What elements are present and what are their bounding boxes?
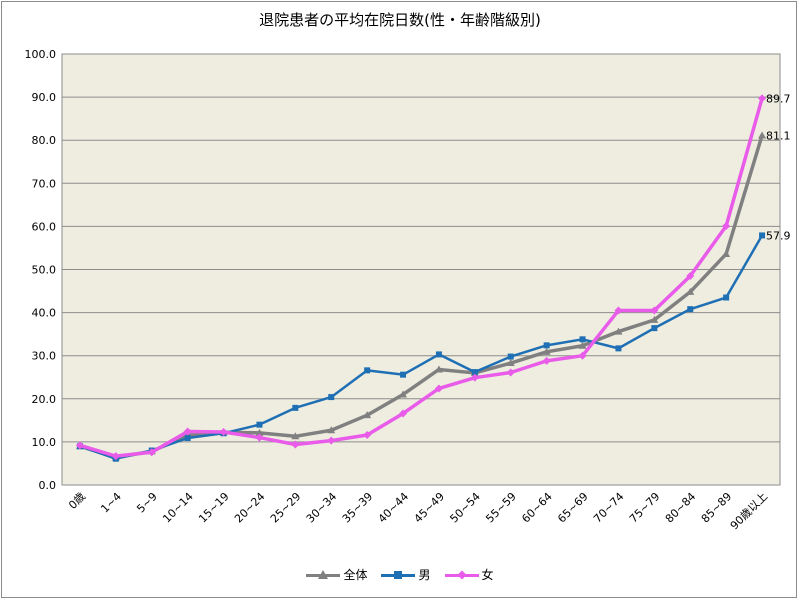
chart-legend: 全体 男 女 xyxy=(0,566,800,583)
series-0-line xyxy=(79,134,764,460)
series-0-point xyxy=(614,327,623,335)
series-0-point xyxy=(722,249,731,257)
series-2-point xyxy=(111,452,120,461)
series-2-point xyxy=(542,356,551,365)
series-1-point xyxy=(543,342,550,349)
series-2-point xyxy=(578,351,587,360)
x-tick-label: 70~74 xyxy=(591,490,627,526)
y-tick-label: 60.0 xyxy=(32,220,57,233)
series-2-point xyxy=(183,427,192,436)
series-1-point xyxy=(759,232,766,239)
series-1-point xyxy=(400,371,407,378)
series-1-end-label: 57.9 xyxy=(766,229,791,242)
series-2-point xyxy=(722,221,731,230)
y-tick-label: 0.0 xyxy=(39,479,57,492)
series-2-point xyxy=(506,368,515,377)
x-tick-label: 60~64 xyxy=(519,490,555,526)
series-2-point xyxy=(255,433,264,442)
x-tick-label: 1~4 xyxy=(98,490,124,516)
series-2-point xyxy=(219,427,228,436)
series-2-point xyxy=(75,441,84,450)
series-0-point xyxy=(650,315,659,323)
series-0-point xyxy=(255,428,264,436)
series-0-end-label: 81.1 xyxy=(766,129,791,142)
series-0-point xyxy=(506,359,515,367)
legend-item: 男 xyxy=(381,566,431,583)
legend-item: 全体 xyxy=(306,566,367,583)
y-tick-label: 30.0 xyxy=(32,350,57,363)
series-1-point xyxy=(292,404,299,411)
series-2-point xyxy=(686,271,695,280)
legend-item: 女 xyxy=(444,566,494,583)
series-1-point xyxy=(579,336,586,343)
series-1-point xyxy=(256,421,263,428)
chart-title: 退院患者の平均在院日数(性・年齢階級別) xyxy=(259,11,541,29)
x-tick-label: 45~49 xyxy=(412,490,448,526)
x-tick-label: 10~14 xyxy=(160,490,196,526)
series-2-line xyxy=(79,97,764,458)
x-tick-label: 50~54 xyxy=(447,490,483,526)
y-tick-label: 40.0 xyxy=(32,307,57,320)
x-tick-label: 25~29 xyxy=(268,490,304,526)
legend-swatch xyxy=(381,569,416,581)
series-0-point xyxy=(542,347,551,355)
series-1-point xyxy=(435,351,442,358)
series-1-point xyxy=(507,353,514,360)
x-tick-label: 55~59 xyxy=(483,490,519,526)
x-tick-label: 80~84 xyxy=(663,490,699,526)
y-tick-label: 20.0 xyxy=(32,393,57,406)
series-2-point xyxy=(147,448,156,457)
series-2-point xyxy=(291,440,300,449)
series-1-point xyxy=(615,345,622,352)
series-0-point xyxy=(291,432,300,440)
legend-swatch xyxy=(306,569,341,581)
y-tick-label: 100.0 xyxy=(25,48,57,61)
x-tick-label: 90歳以上 xyxy=(728,490,770,532)
series-1-point xyxy=(651,325,658,332)
series-0-point xyxy=(758,131,767,139)
x-tick-label: 85~89 xyxy=(699,490,735,526)
series-0-point xyxy=(327,426,336,434)
series-1-point xyxy=(687,306,694,313)
legend-swatch xyxy=(444,569,479,581)
series-2-end-label: 89.7 xyxy=(766,92,791,105)
series-1-point xyxy=(723,294,730,301)
legend-label: 男 xyxy=(418,568,431,582)
x-tick-label: 40~44 xyxy=(376,490,412,526)
series-0-point xyxy=(686,287,695,295)
series-1-point xyxy=(471,369,478,376)
y-tick-label: 80.0 xyxy=(32,134,57,147)
series-2-point xyxy=(363,431,372,440)
y-tick-label: 10.0 xyxy=(32,436,57,449)
series-1-point xyxy=(328,394,335,401)
y-tick-label: 70.0 xyxy=(32,177,57,190)
x-tick-label: 75~79 xyxy=(627,490,663,526)
series-2-point xyxy=(327,436,336,445)
series-2-point xyxy=(434,384,443,393)
legend-label: 全体 xyxy=(343,568,368,582)
x-tick-label: 20~24 xyxy=(232,490,268,526)
series-0-point xyxy=(399,390,408,398)
y-tick-label: 50.0 xyxy=(32,264,57,277)
series-2-point xyxy=(399,409,408,418)
legend-label: 女 xyxy=(481,568,494,582)
series-1-line xyxy=(79,234,764,460)
series-0-point xyxy=(578,341,587,349)
series-2-point xyxy=(758,94,767,103)
series-2-point xyxy=(470,373,479,382)
series-0-point xyxy=(363,411,372,419)
series-2-point xyxy=(650,306,659,315)
x-tick-label: 5~9 xyxy=(134,490,160,516)
series-1-point xyxy=(184,435,191,442)
series-0-point xyxy=(434,365,443,373)
series-2-point xyxy=(614,306,623,315)
x-tick-label: 65~69 xyxy=(555,490,591,526)
x-tick-label: 0歳 xyxy=(66,490,88,512)
y-tick-label: 90.0 xyxy=(32,91,57,104)
series-1-point xyxy=(364,367,371,374)
x-tick-label: 35~39 xyxy=(340,490,376,526)
x-tick-label: 15~19 xyxy=(196,490,232,526)
x-tick-label: 30~34 xyxy=(304,490,340,526)
